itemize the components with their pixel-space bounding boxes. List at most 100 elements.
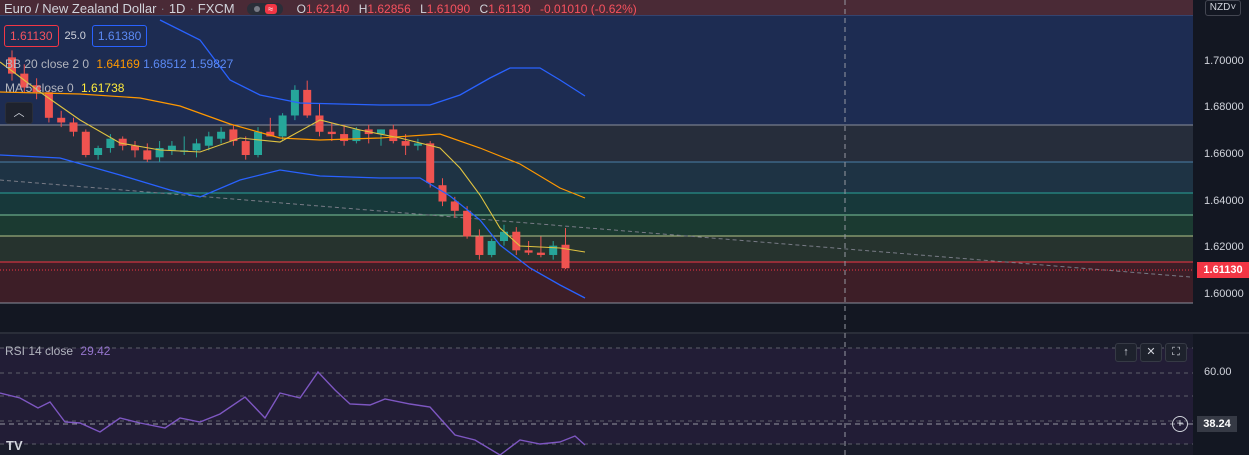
currency-label: NZD <box>1209 2 1231 13</box>
candle-body <box>389 129 398 142</box>
open-label: O <box>296 1 306 16</box>
high-label: H <box>358 1 368 16</box>
change-value: -0.01010 (-0.62%) <box>540 1 637 16</box>
candle-body <box>561 244 570 269</box>
candle-body <box>278 115 287 137</box>
maximize-icon: ⛶ <box>1172 346 1180 358</box>
chevron-up-icon: ︿ <box>13 107 25 119</box>
arrow-up-icon: ↑ <box>1123 346 1129 358</box>
candle-body <box>32 85 41 93</box>
price-tick: 1.66000 <box>1204 148 1244 160</box>
rsi-legend[interactable]: RSI 14 close 29.42 <box>5 344 110 358</box>
ma-title: MA 5 close 0 <box>5 81 74 95</box>
candle-body <box>475 236 484 255</box>
bb-upper-value: 1.68512 <box>143 57 187 71</box>
level-zone <box>0 193 1193 215</box>
candle-body <box>266 131 275 137</box>
candle-body <box>155 148 164 158</box>
candle-body <box>118 138 127 146</box>
high-value: 1.62856 <box>367 1 411 16</box>
candle-body <box>254 131 262 155</box>
candle-body <box>413 143 422 146</box>
symbol-name[interactable]: Euro / New Zealand Dollar <box>4 1 157 16</box>
candle-body <box>69 122 78 132</box>
level-zone <box>0 15 1193 125</box>
candle-body <box>401 141 410 146</box>
pane-close-button[interactable]: ✕ <box>1140 343 1162 362</box>
visibility-toggle[interactable]: ≈ <box>246 2 283 15</box>
last-price-label: 1.61130 <box>1197 262 1249 278</box>
bb-basis-value: 1.64169 <box>96 57 140 71</box>
level-zone <box>0 125 1193 162</box>
chevron-down-icon: ˅ <box>1230 2 1237 13</box>
eye-icon <box>253 5 260 12</box>
plus-icon[interactable]: + <box>1172 416 1188 432</box>
level-zone <box>0 162 1193 193</box>
chart-header: Euro / New Zealand Dollar · 1D · FXCM ≈ … <box>0 0 643 17</box>
header-separator: · <box>189 1 194 16</box>
candle-body <box>377 129 385 135</box>
candle-body <box>44 92 53 118</box>
candle-body <box>500 231 508 242</box>
header-separator: · <box>160 1 165 16</box>
candle-body <box>463 210 472 237</box>
interval[interactable]: 1D <box>168 1 186 16</box>
candle-body <box>524 250 533 253</box>
candle-body <box>229 129 238 142</box>
rsi-title: RSI 14 close <box>5 344 74 358</box>
ma-legend[interactable]: MA 5 close 0 1.61738 <box>5 81 124 95</box>
top-zone <box>0 0 1193 15</box>
rsi-tick: 60.00 <box>1204 366 1232 378</box>
collapse-legend-button[interactable]: ︿ <box>5 102 33 124</box>
buy-button[interactable]: 1.61380 <box>91 25 148 47</box>
candle-body <box>512 231 521 251</box>
level-zone <box>0 262 1193 303</box>
level-zone <box>0 236 1193 262</box>
price-tick: 1.70000 <box>1204 55 1244 67</box>
candle-body <box>94 148 103 155</box>
close-label: C <box>479 1 489 16</box>
pane-maximize-button[interactable]: ⛶ <box>1165 343 1187 362</box>
candle-body <box>426 143 435 183</box>
quick-trade: 1.61130 25.0 1.61380 <box>4 25 148 47</box>
candle-body <box>549 245 558 255</box>
candle-body <box>57 117 66 123</box>
low-value: 1.61090 <box>426 1 471 16</box>
candle-body <box>8 57 16 74</box>
bb-upper-line <box>159 19 586 106</box>
price-tick: 1.60000 <box>1204 288 1244 300</box>
price-tick: 1.64000 <box>1204 195 1244 207</box>
candle-body <box>81 131 90 155</box>
candle-body <box>315 115 324 132</box>
price-tick: 1.62000 <box>1204 241 1244 253</box>
candle-body <box>167 145 176 151</box>
close-icon: ✕ <box>1146 346 1156 358</box>
ohlc-values: O1.62140 H1.62856 L1.61090 C1.61130 -0.0… <box>297 2 643 16</box>
exchange: FXCM <box>197 1 235 16</box>
price-tick: 1.68000 <box>1204 101 1244 113</box>
bb-lower-line <box>0 154 586 299</box>
candle-body <box>352 129 361 142</box>
rsi-line <box>0 370 586 455</box>
candle-body <box>143 150 152 160</box>
bb-title: BB 20 close 2 0 <box>5 57 90 71</box>
low-label: L <box>420 1 427 16</box>
sell-button[interactable]: 1.61130 <box>4 25 59 47</box>
currency-selector[interactable]: NZD˅ <box>1205 0 1241 16</box>
bb-legend[interactable]: BB 20 close 2 0 1.64169 1.68512 1.59827 <box>5 57 233 71</box>
level-zone <box>0 215 1193 236</box>
tradingview-logo[interactable]: TV <box>6 438 23 453</box>
bb-lower-value: 1.59827 <box>189 57 234 71</box>
candle-body <box>487 241 496 255</box>
candle-body <box>204 136 213 146</box>
bb-basis-line <box>0 91 586 199</box>
candle-body <box>106 138 115 149</box>
candle-body <box>131 145 139 151</box>
pane-move-up-button[interactable]: ↑ <box>1115 343 1137 362</box>
crosshair-rsi-label: 38.24 <box>1197 416 1237 432</box>
candle-body <box>217 131 226 139</box>
market-closed-icon: ≈ <box>264 3 277 14</box>
candle-body <box>290 89 299 116</box>
candle-body <box>536 252 545 255</box>
